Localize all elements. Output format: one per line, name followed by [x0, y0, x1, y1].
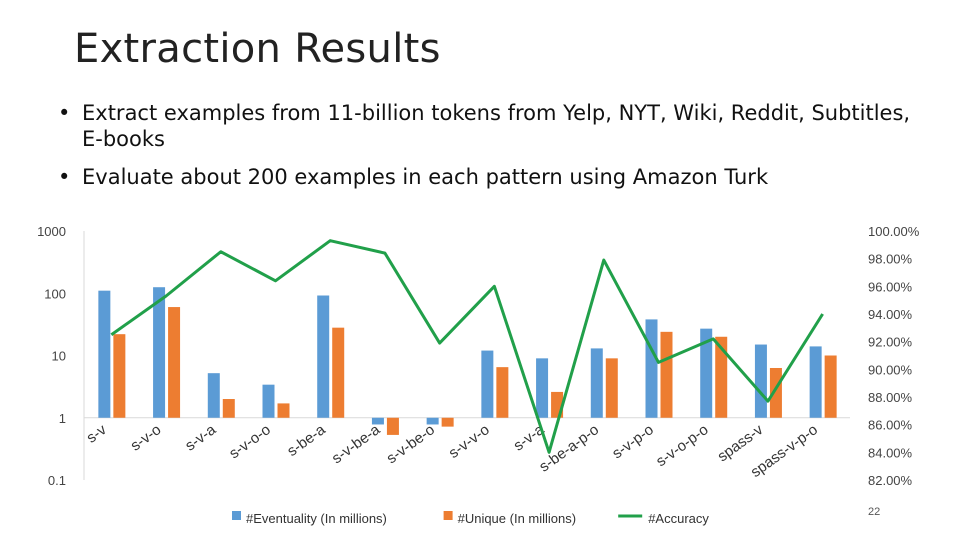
category-label: s-v-p-o: [609, 421, 657, 462]
slide-title: Extraction Results: [74, 26, 441, 72]
bar: [715, 336, 728, 418]
bar: [809, 346, 822, 418]
right-tick-label: 100.00%: [868, 224, 920, 239]
right-tick-label: 86.00%: [868, 418, 913, 433]
legend-label: #Eventuality (In millions): [246, 511, 387, 526]
bar: [332, 327, 345, 418]
right-tick-label: 98.00%: [868, 252, 913, 267]
bar: [222, 399, 235, 418]
bar: [113, 334, 126, 418]
bar: [605, 358, 618, 418]
bullet-dot: •: [58, 101, 71, 125]
category-label: s-v-be-a: [329, 421, 384, 467]
right-tick-label: 82.00%: [868, 473, 913, 488]
category-label: s-v: [84, 421, 111, 447]
right-tick-label: 88.00%: [868, 390, 913, 405]
right-tick-label: 84.00%: [868, 445, 913, 460]
bar: [441, 417, 454, 427]
bar: [660, 331, 673, 418]
bar: [700, 328, 713, 418]
left-tick-label: 0.1: [48, 473, 66, 488]
category-label: s-be-a: [284, 421, 329, 460]
bar: [536, 358, 549, 418]
bullet-item: • Evaluate about 200 examples in each pa…: [58, 164, 918, 190]
bar: [481, 350, 494, 418]
accuracy-line: [110, 239, 824, 454]
category-label: s-be-a-p-o: [536, 421, 602, 475]
bar: [207, 373, 220, 418]
bar: [824, 355, 837, 418]
bar: [153, 287, 166, 418]
category-label: s-v-v-o: [446, 421, 493, 462]
right-tick-label: 90.00%: [868, 362, 913, 377]
bar: [277, 403, 290, 418]
left-tick-label: 10: [52, 349, 66, 364]
right-tick-label: 94.00%: [868, 307, 913, 322]
category-label: s-v-o: [127, 421, 164, 454]
bullet-text: Evaluate about 200 examples in each patt…: [82, 165, 769, 189]
bullet-dot: •: [58, 165, 71, 189]
left-tick-label: 100: [44, 286, 66, 301]
right-tick-label: 96.00%: [868, 279, 913, 294]
bullet-text: Extract examples from 11-billion tokens …: [82, 101, 911, 151]
category-label: s-v-o-p-o: [653, 421, 712, 470]
bullet-item: • Extract examples from 11-billion token…: [58, 100, 918, 152]
bar: [496, 367, 509, 418]
bar: [168, 307, 181, 418]
bar: [754, 344, 767, 418]
page-number: 22: [868, 506, 881, 518]
left-tick-label: 1: [59, 411, 66, 426]
bar: [262, 384, 275, 418]
legend-label: #Accuracy: [648, 511, 709, 526]
category-label: s-v-a: [510, 421, 547, 455]
bar: [769, 367, 782, 418]
bar: [98, 290, 111, 418]
bar: [590, 348, 603, 418]
right-tick-label: 92.00%: [868, 335, 913, 350]
bar: [645, 319, 658, 418]
category-label: s-v-o-o: [226, 421, 274, 462]
legend-swatch: [443, 511, 453, 520]
legend-swatch: [232, 511, 241, 520]
category-label: s-v-a: [182, 421, 219, 455]
bullet-list: • Extract examples from 11-billion token…: [58, 100, 918, 202]
legend-label: #Unique (In millions): [458, 511, 576, 526]
left-tick-label: 1000: [37, 224, 66, 239]
bar: [317, 295, 330, 418]
bar: [426, 417, 439, 425]
bar: [386, 417, 399, 435]
bar: [371, 417, 384, 425]
